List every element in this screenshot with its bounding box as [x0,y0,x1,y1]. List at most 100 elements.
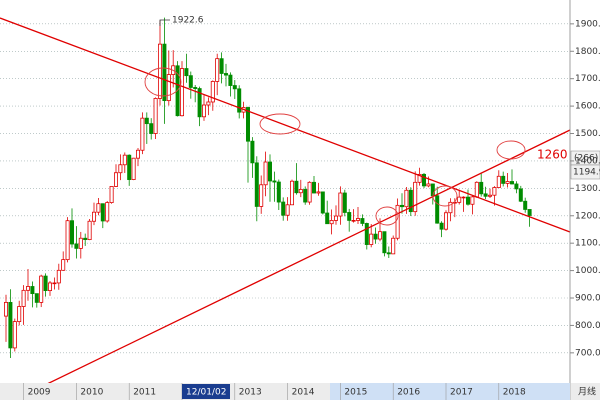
candle-body [166,74,171,102]
x-tick-label: 2015 [344,388,367,398]
circle [432,185,458,207]
circle [375,206,399,226]
x-tick-label: 2010 [80,388,103,398]
x-axis-range [330,383,570,400]
candle-body [131,157,136,180]
y-tick-label: 1000.0 [575,266,600,276]
candle-body [122,154,127,166]
candle-body [4,301,9,317]
candle-body [162,43,167,102]
y-tick-label: 1200.0 [575,211,600,221]
candle-body [333,215,338,221]
candle-body [457,196,462,203]
candle-body [237,88,242,113]
candle-body [523,200,528,210]
y-tick-label: 900.0 [575,294,600,304]
y-tick-label: 1700.0 [575,74,600,84]
y-tick-label: 1100.0 [575,239,600,249]
candle-body [109,186,114,204]
candle-body [144,117,149,125]
candle-body [223,73,228,76]
candle-body [360,218,365,224]
x-tick-label: 2017 [450,388,473,398]
candle-body [298,189,303,194]
candle-body [8,301,13,349]
candle-body [509,181,514,185]
candle-body [461,196,466,199]
trend-label: 1260 [537,148,568,162]
x-tick-label: 12/01/02 [186,388,226,398]
candle-body [263,161,268,186]
candle-body [399,204,404,208]
candle-body [259,184,264,207]
x-tick-label: 2009 [28,388,51,398]
support-line [44,129,571,386]
candle-body [188,75,193,88]
candle-body [369,233,374,245]
candle-body [527,209,532,216]
candle-body [12,321,17,349]
x-tick-label: 2011 [133,388,156,398]
candle-body [30,286,35,295]
candle-body [179,68,184,117]
candle-body [157,43,162,99]
candle-body [140,117,145,151]
price-count: (266) [574,154,598,164]
candle-body [210,81,215,103]
y-tick-label: 1400.0 [575,156,600,166]
candle-body [307,181,312,203]
candle-body [311,181,316,194]
x-axis: 2009 2010 2011 12/01/02 2013 2014 2015 2016 2017… [23,383,526,400]
candle-body [417,173,422,183]
candle-body [100,203,105,222]
candle-body [135,149,140,159]
candle-body [386,252,391,255]
x-tick-label: 2016 [397,388,420,398]
period: 月线 [578,386,596,398]
candle-body [201,104,206,118]
candle-body [377,231,382,240]
peak-label: 1922.6 [172,16,204,26]
y-tick-label: 1800.0 [575,47,600,57]
candle-body [267,161,272,182]
candle-body [285,204,290,216]
candle-body [193,87,198,89]
candle-body [395,204,400,239]
y-tick-label: 800.0 [575,321,600,331]
candle-body [408,189,413,213]
x-tick-label: 2018 [503,388,526,398]
candle-body [518,188,523,202]
candle-body [272,180,277,183]
candle-body [391,237,396,255]
circle [259,113,301,135]
price-tag-box [570,164,600,180]
candle-body [21,289,26,307]
candle-body [404,189,409,208]
candle-body [74,243,79,249]
resistance-line [0,17,571,233]
candle-body [232,85,237,90]
candle-body [61,259,66,271]
candle-body [96,203,101,213]
candle-body [92,211,97,222]
candle-body [303,189,308,203]
y-tick-label: 700.0 [575,348,600,358]
candle-body [56,269,61,284]
candle-body [250,140,255,164]
candle-body [65,220,70,261]
candle-body [118,164,123,174]
candle-body [39,275,44,303]
candle-body [294,180,299,194]
candle-body [364,223,369,245]
candle-body [206,101,211,106]
candle-body [439,222,444,230]
candle-body [48,282,53,292]
candle-body [219,58,224,74]
candle-body [245,107,250,142]
period-bar [571,383,600,400]
candle-body [228,74,233,86]
candle-body [435,195,440,224]
candle-body [215,58,220,82]
candle-body [276,181,281,203]
candle-body [421,173,426,187]
